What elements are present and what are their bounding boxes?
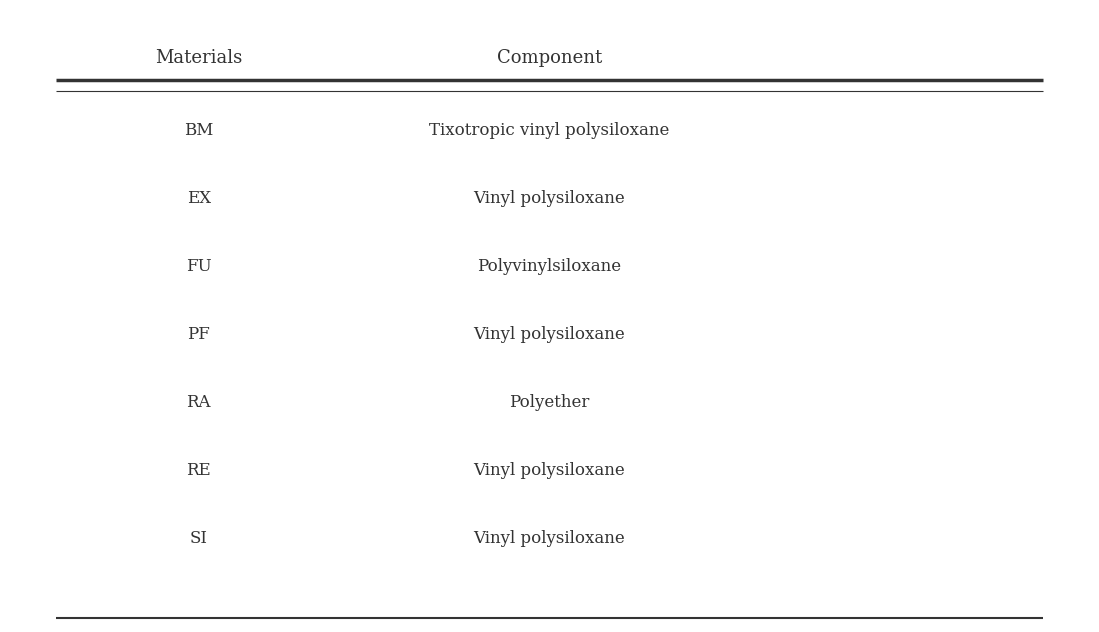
Text: Vinyl polysiloxane: Vinyl polysiloxane — [474, 461, 625, 478]
Text: EX: EX — [187, 190, 211, 207]
Text: Vinyl polysiloxane: Vinyl polysiloxane — [474, 325, 625, 343]
Text: PF: PF — [187, 325, 210, 343]
Text: Polyvinylsiloxane: Polyvinylsiloxane — [477, 258, 622, 275]
Text: Tixotropic vinyl polysiloxane: Tixotropic vinyl polysiloxane — [430, 122, 669, 139]
Text: Vinyl polysiloxane: Vinyl polysiloxane — [474, 190, 625, 207]
Text: Materials: Materials — [155, 49, 243, 67]
Text: FU: FU — [186, 258, 211, 275]
Text: RE: RE — [187, 461, 211, 478]
Text: Vinyl polysiloxane: Vinyl polysiloxane — [474, 530, 625, 547]
Text: RA: RA — [187, 394, 211, 411]
Text: Polyether: Polyether — [509, 394, 590, 411]
Text: SI: SI — [190, 530, 208, 547]
Text: BM: BM — [184, 122, 213, 139]
Text: Component: Component — [497, 49, 602, 67]
